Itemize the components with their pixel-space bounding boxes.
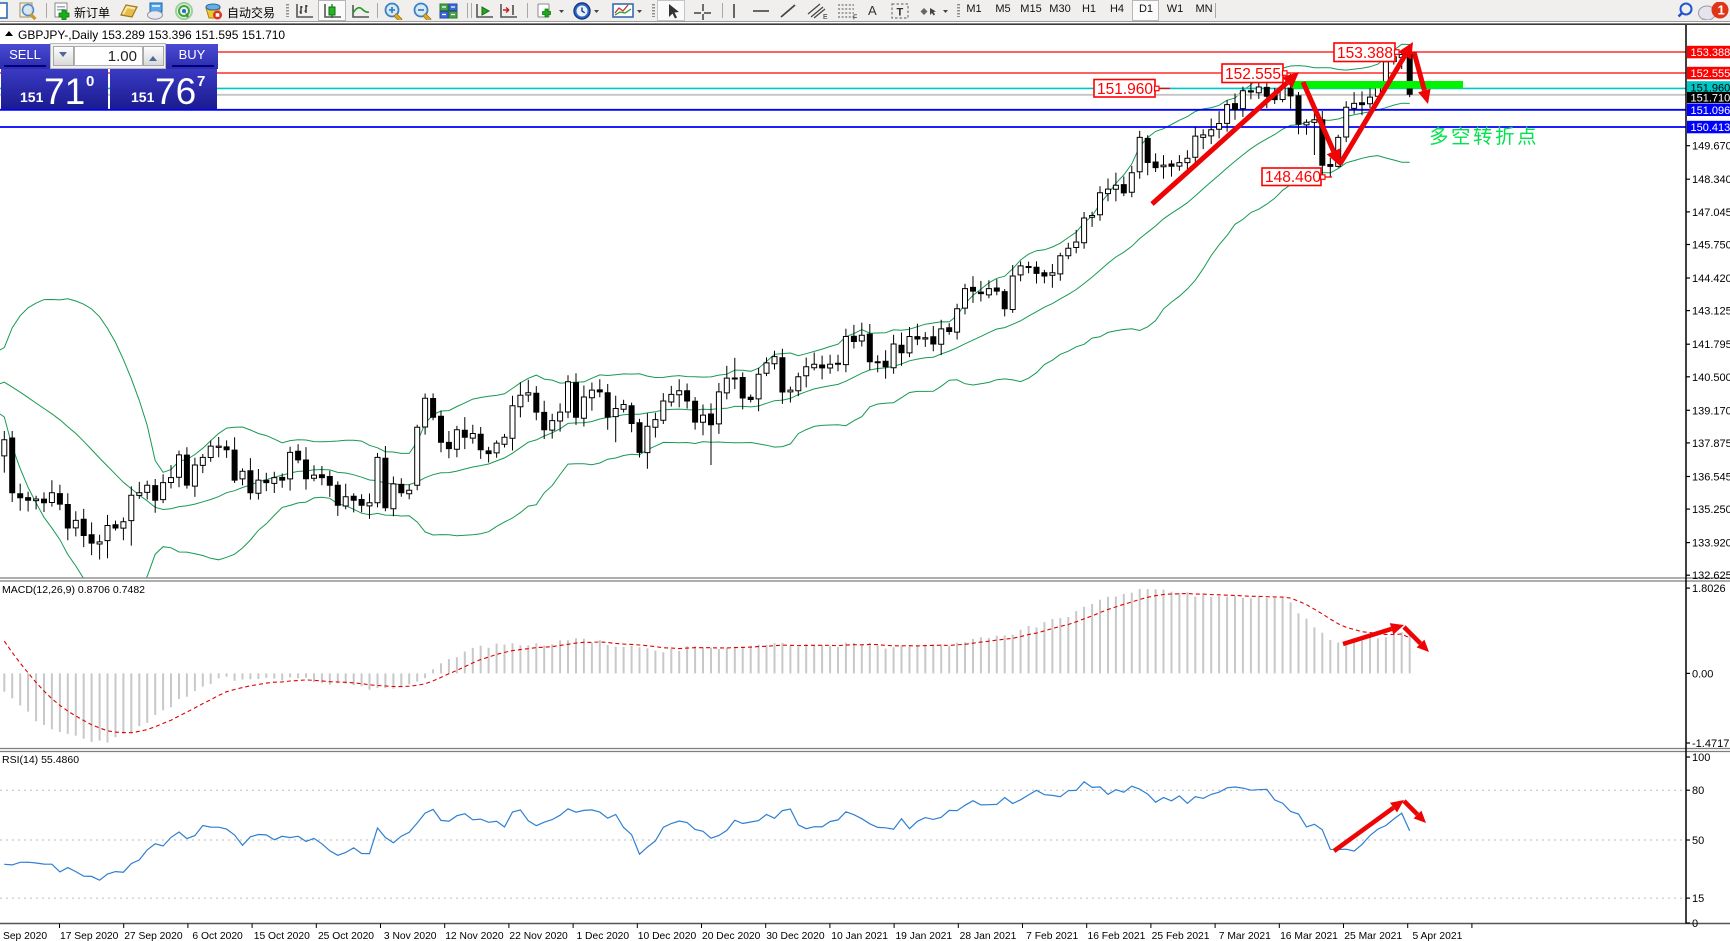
svg-text:145.750: 145.750 — [1692, 240, 1730, 252]
svg-text:25 Feb 2021: 25 Feb 2021 — [1152, 931, 1210, 941]
svg-text:136.545: 136.545 — [1692, 472, 1730, 484]
svg-text:152.555: 152.555 — [1225, 66, 1281, 83]
svg-text:27 Sep 2020: 27 Sep 2020 — [124, 931, 183, 941]
svg-text:150.413: 150.413 — [1691, 122, 1730, 134]
svg-text:133.920: 133.920 — [1692, 538, 1730, 550]
svg-text:153.388: 153.388 — [1691, 47, 1730, 59]
svg-text:149.670: 149.670 — [1692, 141, 1730, 153]
svg-text:0.00: 0.00 — [1692, 668, 1713, 680]
svg-text:100: 100 — [1692, 752, 1710, 764]
svg-text:80: 80 — [1692, 785, 1704, 797]
svg-text:7 Feb 2021: 7 Feb 2021 — [1026, 931, 1078, 941]
svg-text:137.875: 137.875 — [1692, 438, 1730, 450]
svg-text:17 Sep 2020: 17 Sep 2020 — [60, 931, 119, 941]
svg-text:1 Dec 2020: 1 Dec 2020 — [576, 931, 629, 941]
svg-text:E: E — [823, 14, 828, 20]
svg-text:141.795: 141.795 — [1692, 339, 1730, 351]
svg-text:1.8026: 1.8026 — [1692, 583, 1726, 595]
svg-text:30 Dec 2020: 30 Dec 2020 — [766, 931, 825, 941]
svg-text:148.460: 148.460 — [1265, 169, 1321, 186]
svg-text:多空转折点: 多空转折点 — [1429, 126, 1539, 148]
svg-text:151.960: 151.960 — [1691, 83, 1730, 95]
svg-text:143.125: 143.125 — [1692, 306, 1730, 318]
svg-text:12 Nov 2020: 12 Nov 2020 — [445, 931, 504, 941]
svg-text:135.250: 135.250 — [1692, 504, 1730, 516]
svg-text:19 Jan 2021: 19 Jan 2021 — [895, 931, 952, 941]
svg-text:F: F — [853, 15, 857, 21]
svg-text:148.340: 148.340 — [1692, 174, 1730, 186]
svg-text:0: 0 — [1692, 918, 1698, 930]
svg-text:T: T — [897, 7, 904, 19]
svg-text:147.045: 147.045 — [1692, 207, 1730, 219]
svg-text:132.625: 132.625 — [1692, 570, 1730, 582]
svg-text:28 Jan 2021: 28 Jan 2021 — [960, 931, 1017, 941]
svg-text:140.500: 140.500 — [1692, 372, 1730, 384]
svg-text:152.555: 152.555 — [1691, 68, 1730, 80]
svg-text:10 Dec 2020: 10 Dec 2020 — [638, 931, 697, 941]
svg-text:7 Mar 2021: 7 Mar 2021 — [1219, 931, 1271, 941]
svg-text:151.710: 151.710 — [1691, 93, 1730, 105]
svg-text:GBPJPY-,Daily 153.289 153.396: GBPJPY-,Daily 153.289 153.396 151.595 15… — [18, 28, 285, 42]
svg-text:Sep 2020: Sep 2020 — [3, 931, 47, 941]
svg-text:15: 15 — [1692, 893, 1704, 905]
svg-text:151.096: 151.096 — [1691, 105, 1730, 117]
svg-text:RSI(14) 55.4860: RSI(14) 55.4860 — [2, 754, 79, 766]
svg-text:151.960: 151.960 — [1097, 81, 1153, 98]
svg-text:50: 50 — [1692, 835, 1704, 847]
svg-text:22 Nov 2020: 22 Nov 2020 — [509, 931, 568, 941]
svg-text:1: 1 — [1718, 3, 1725, 18]
svg-text:16 Mar 2021: 16 Mar 2021 — [1280, 931, 1338, 941]
svg-text:153.388: 153.388 — [1337, 45, 1393, 62]
svg-text:-1.4717: -1.4717 — [1692, 738, 1729, 750]
svg-text:25 Mar 2021: 25 Mar 2021 — [1344, 931, 1402, 941]
svg-text:10 Jan 2021: 10 Jan 2021 — [831, 931, 888, 941]
svg-text:5 Apr 2021: 5 Apr 2021 — [1412, 931, 1462, 941]
svg-text:6 Oct 2020: 6 Oct 2020 — [192, 931, 243, 941]
svg-text:20 Dec 2020: 20 Dec 2020 — [702, 931, 761, 941]
svg-text:16 Feb 2021: 16 Feb 2021 — [1087, 931, 1145, 941]
svg-text:15 Oct 2020: 15 Oct 2020 — [254, 931, 310, 941]
svg-text:25 Oct 2020: 25 Oct 2020 — [318, 931, 374, 941]
svg-text:139.170: 139.170 — [1692, 405, 1730, 417]
svg-text:144.420: 144.420 — [1692, 273, 1730, 285]
svg-text:3 Nov 2020: 3 Nov 2020 — [384, 931, 437, 941]
svg-text:MACD(12,26,9) 0.8706 0.7482: MACD(12,26,9) 0.8706 0.7482 — [2, 584, 145, 596]
